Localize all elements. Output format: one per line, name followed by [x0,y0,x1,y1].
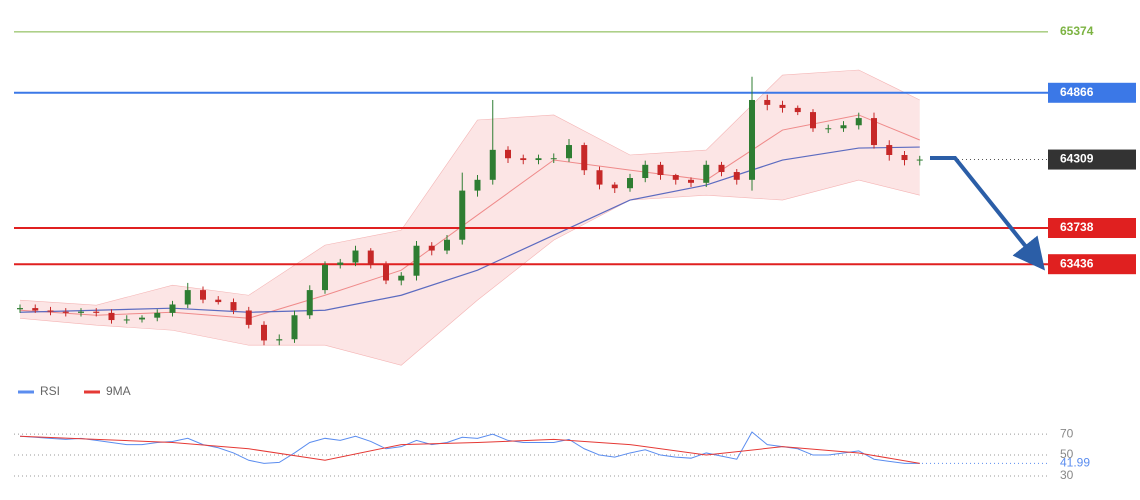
candle-body [47,310,54,312]
candle-body [230,302,237,311]
price-level-label: 64309 [1060,152,1094,166]
price-level-box [1048,218,1136,238]
candle-body [322,264,328,291]
candle-body [825,128,832,130]
price-pane: 65374 64866 64309 63738 63436 [14,24,1136,366]
candle-body [78,311,84,313]
candle-body [108,312,115,321]
candle-body [642,164,649,179]
legend-label: 9MA [106,384,131,398]
rsi-pane: 70 50 30 RSI 9MA 41.99 [14,384,1090,482]
candle-body [871,118,877,146]
candle-body [306,290,313,316]
price-level-box [1048,149,1136,170]
candle-body [535,158,542,161]
price-level-label: 63436 [1060,256,1094,270]
candle-body [657,164,664,176]
candle-body [62,311,69,313]
candle-body [367,250,374,265]
price-level-label: 63738 [1060,220,1094,234]
candle-body [276,339,283,341]
rsi-series-line [19,435,920,464]
candle-body [428,245,435,251]
candle-body [840,125,847,129]
candle-body [123,319,130,321]
candle-body [672,175,679,180]
candle-body [596,170,603,185]
price-level-label: 64866 [1060,85,1094,99]
forecast-arrow [930,156,1045,271]
candle-body [749,99,755,180]
candle-body [352,250,359,263]
candle-body [550,158,557,160]
candle-body [245,310,252,325]
candle-body [810,112,816,129]
band-upper-line [19,69,920,306]
candle-body [444,239,450,251]
rsi-series-line [19,431,920,464]
bollinger-band-fill [20,70,920,366]
candle-body [93,311,100,313]
candle-body [184,290,191,305]
candle-body [474,179,481,191]
rsi-tick-label: 50 [1060,447,1074,461]
candle-body [505,149,511,159]
candle-body [855,118,862,126]
candle-body [581,145,588,171]
legend-label: RSI [40,384,60,398]
candle-body [703,164,710,183]
candle-body [413,245,420,276]
candle-body [154,312,161,318]
candle-body [32,308,39,311]
candle-body [398,275,405,281]
candle-body [200,290,206,300]
candle-body [383,264,389,281]
price-level-box [1048,254,1136,275]
candle-body [718,164,725,173]
candle-body [520,158,527,161]
candle-body [489,149,496,180]
candle-body [886,145,893,155]
candle-body [611,184,618,189]
candle-body [779,104,786,108]
candle-body [733,172,740,180]
candle-body [627,178,633,189]
candle-body [459,190,466,240]
candle-body [261,324,267,341]
candle-body [794,107,801,113]
candle-body [291,315,298,340]
candle-body [215,299,222,303]
rsi-tick-label: 70 [1060,426,1074,440]
candle-body [916,159,923,161]
candle-body [17,308,23,310]
candle-body [139,317,145,320]
rsi-last-value: 41.99 [1060,456,1090,470]
candle-body [688,179,694,183]
candle-body [901,154,908,161]
price-level-box [1048,82,1136,103]
rsi-tick-label: 30 [1060,468,1074,482]
band-lower-line [19,179,920,366]
candle-body [764,99,771,105]
price-level-label: 65374 [1060,24,1094,38]
candle-body [169,304,176,313]
candle-body [337,262,344,265]
candle-body [566,145,572,159]
